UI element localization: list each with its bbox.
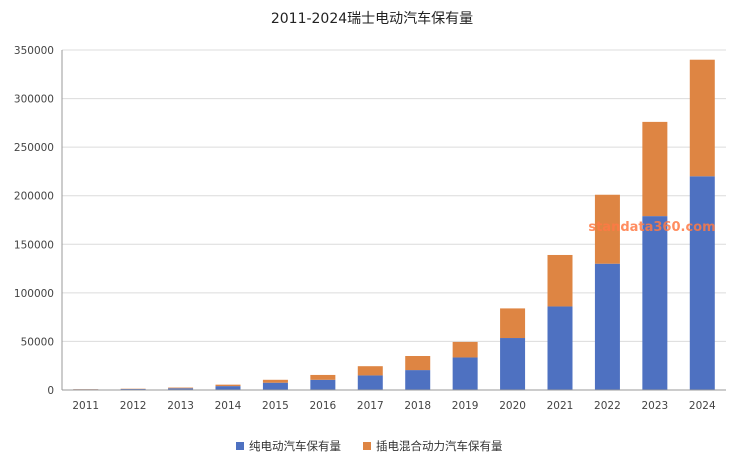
bar-bev-2016: [310, 379, 336, 390]
bar-bev-2018: [405, 370, 431, 390]
bar-phev-2022: [594, 194, 620, 264]
bar-bev-2017: [357, 375, 383, 390]
bar-bev-2014: [215, 386, 241, 390]
x-tick-label: 2014: [215, 400, 242, 412]
bar-bev-2015: [262, 382, 288, 390]
chart-title: 2011-2024瑞士电动汽车保有量: [271, 10, 473, 27]
bars: [73, 59, 715, 390]
bar-phev-2014: [215, 384, 241, 387]
y-tick-label: 50000: [21, 336, 54, 348]
bar-phev-2020: [500, 308, 526, 339]
x-tick-label: 2013: [167, 400, 194, 412]
bar-bev-2021: [547, 306, 573, 390]
y-tick-label: 300000: [14, 94, 54, 106]
bar-phev-2013: [168, 387, 194, 389]
x-tick-label: 2018: [404, 400, 431, 412]
bar-bev-2019: [452, 357, 478, 390]
x-tick-label: 2022: [594, 400, 621, 412]
y-axis-tick-labels: 0 50000 100000 150000 200000 250000 300000 3500…: [14, 45, 54, 397]
y-tick-label: 0: [47, 385, 54, 397]
bar-phev-2015: [262, 379, 288, 383]
y-tick-label: 100000: [14, 288, 54, 300]
bar-phev-2016: [310, 374, 336, 380]
watermark-text: standata360.com: [588, 220, 715, 235]
legend-label-bev: 纯电动汽车保有量: [249, 439, 341, 453]
y-tick-label: 200000: [14, 191, 54, 203]
x-axis-tick-labels: 2011 2012 2013 2014 2015 2016 2017 2018 2019 2020…: [72, 400, 716, 412]
y-tick-label: 350000: [14, 45, 54, 57]
x-tick-label: 2011: [72, 400, 99, 412]
grid-lines: [62, 49, 726, 342]
legend: 纯电动汽车保有量 插电混合动力汽车保有量: [236, 439, 503, 453]
bar-phev-2023: [642, 121, 668, 217]
bar-phev-2024: [689, 59, 715, 177]
bar-phev-2019: [452, 341, 478, 358]
x-tick-label: 2019: [452, 400, 479, 412]
x-tick-label: 2016: [309, 400, 336, 412]
bar-bev-2023: [642, 216, 668, 390]
x-tick-label: 2024: [689, 400, 716, 412]
x-tick-label: 2012: [120, 400, 147, 412]
x-tick-label: 2015: [262, 400, 289, 412]
x-tick-label: 2020: [499, 400, 526, 412]
y-tick-label: 150000: [14, 239, 54, 251]
y-tick-label: 250000: [14, 142, 54, 154]
bar-phev-2018: [405, 356, 431, 371]
x-tick-label: 2021: [547, 400, 574, 412]
legend-label-phev: 插电混合动力汽车保有量: [376, 439, 503, 453]
legend-swatch-phev: [363, 442, 371, 450]
bar-phev-2021: [547, 254, 573, 307]
bar-bev-2013: [168, 388, 194, 390]
bar-bev-2022: [594, 263, 620, 390]
x-tick-label: 2017: [357, 400, 384, 412]
x-tick-label: 2023: [641, 400, 668, 412]
bar-bev-2020: [500, 338, 526, 390]
bar-bev-2024: [689, 176, 715, 390]
legend-swatch-bev: [236, 442, 244, 450]
bar-phev-2017: [357, 366, 383, 376]
